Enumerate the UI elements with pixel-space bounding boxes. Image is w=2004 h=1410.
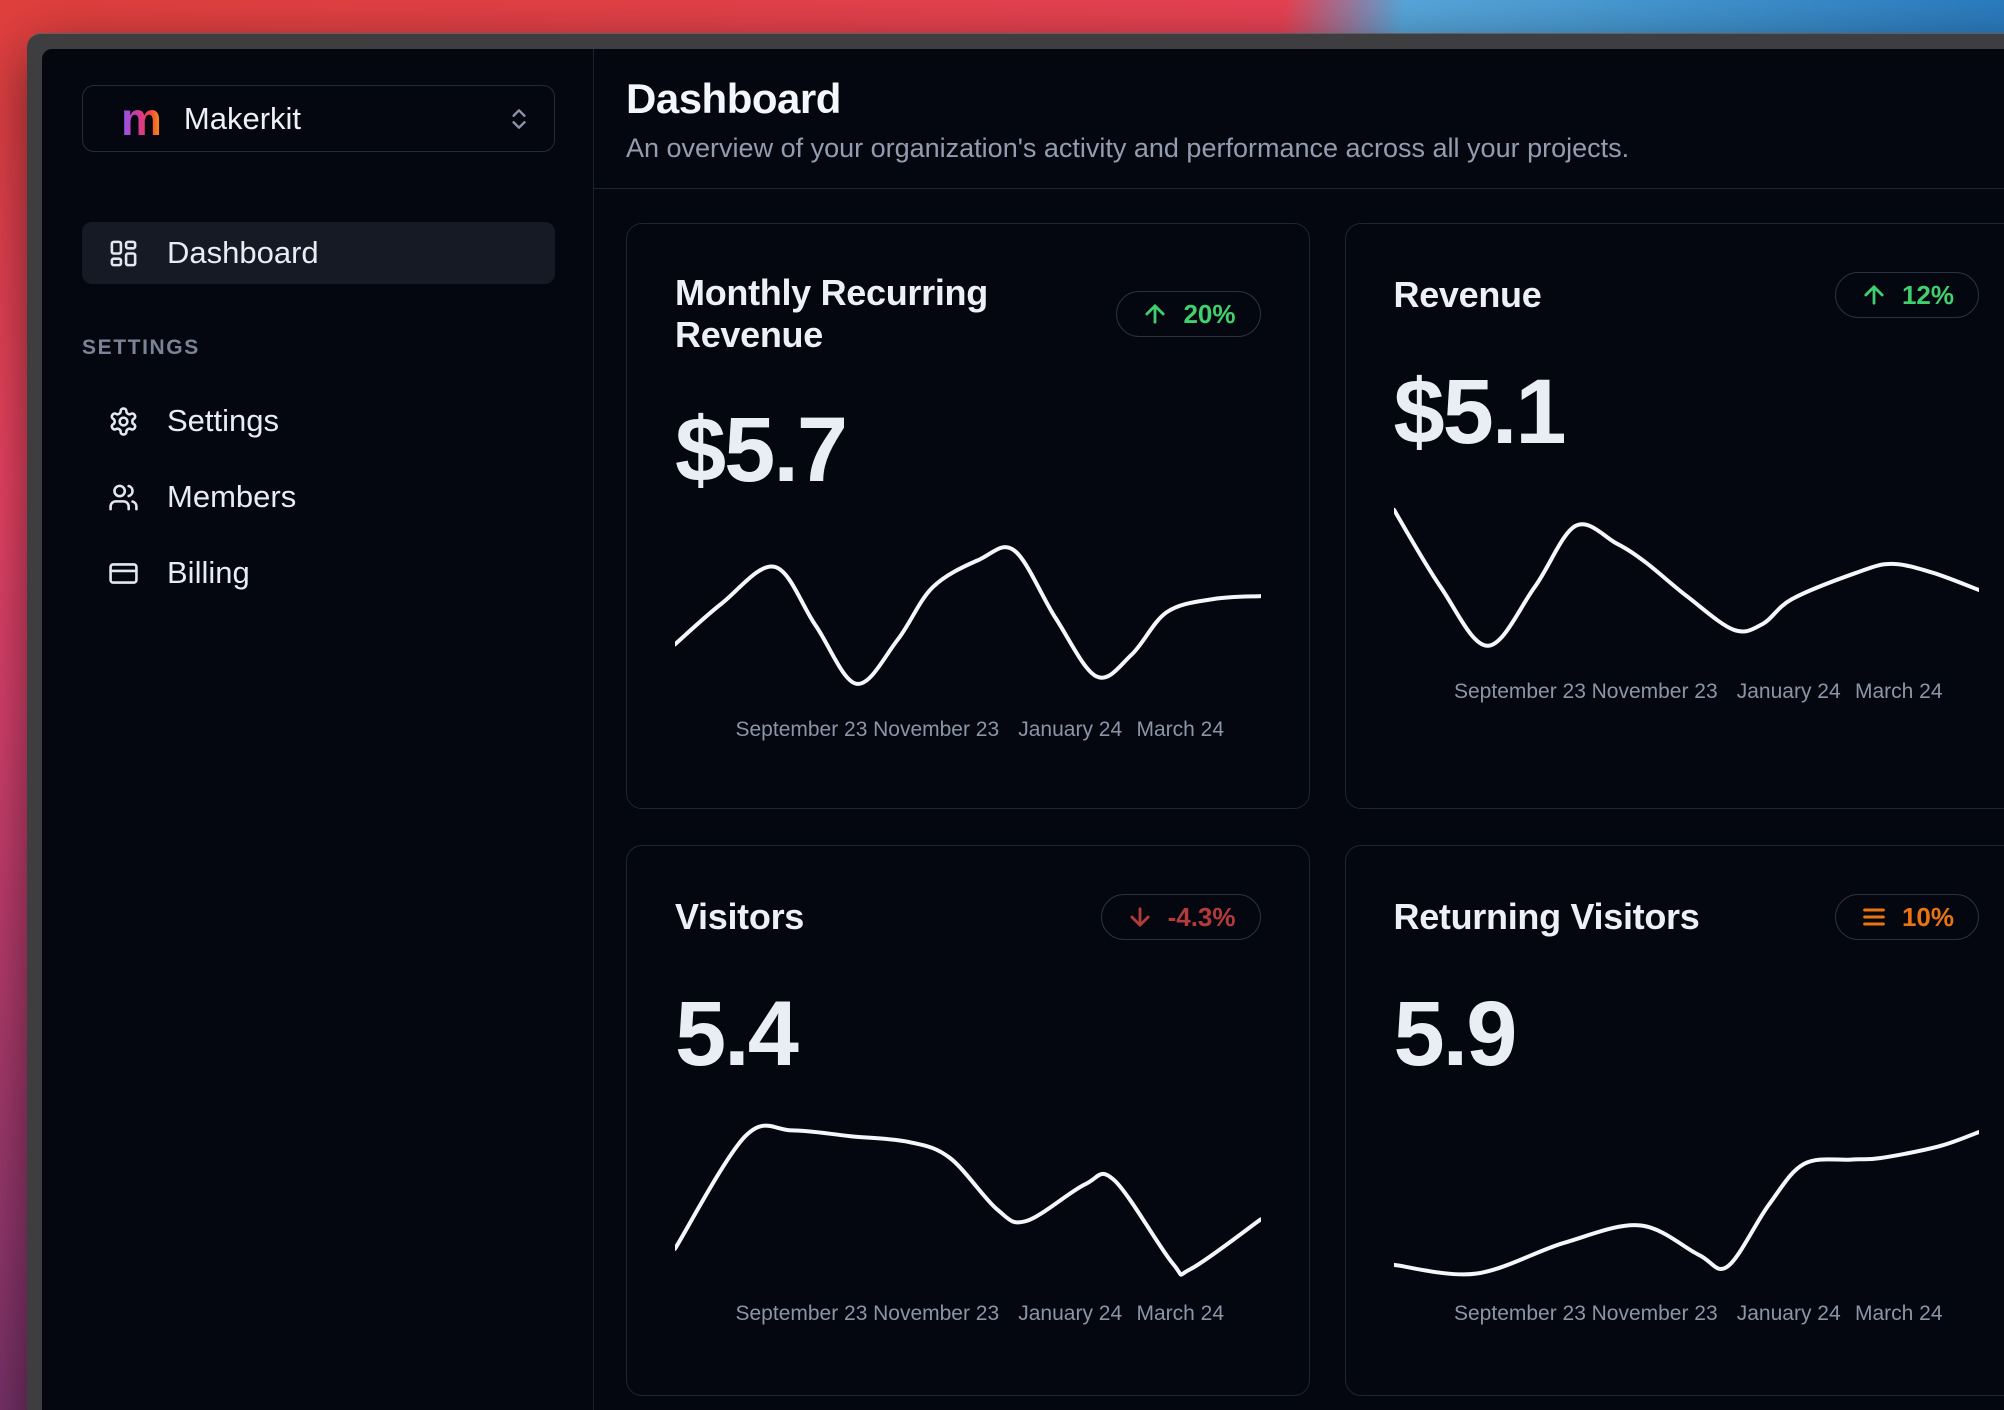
x-axis-label: November 23	[1591, 1302, 1718, 1325]
page-subtitle: An overview of your organization's activ…	[626, 133, 1630, 163]
x-axis-label: September 23	[1453, 680, 1586, 703]
card-header: Revenue 12%	[1393, 272, 1979, 318]
metric-card: Monthly Recurring Revenue 20% $5.7 Septe…	[626, 223, 1310, 809]
layout-dashboard-icon	[108, 238, 139, 269]
card-header: Visitors -4.3%	[675, 894, 1261, 940]
x-axis-label: January 24	[1018, 1302, 1123, 1325]
sidebar-item-dashboard[interactable]: Dashboard	[82, 222, 555, 284]
metric-card: Visitors -4.3% 5.4 September 23 November …	[626, 845, 1310, 1396]
sidebar: m Makerkit	[42, 49, 594, 1410]
x-axis-label: November 23	[1591, 680, 1718, 703]
team-selector[interactable]: m Makerkit	[82, 85, 555, 152]
trend-value: 10%	[1901, 901, 1954, 932]
metric-card: Revenue 12% $5.1 September 23 November 23…	[1344, 223, 2004, 809]
main-content: Dashboard An overview of your organizati…	[594, 49, 2004, 1410]
metric-value: $5.7	[675, 399, 848, 501]
x-axis-label: January 24	[1736, 680, 1841, 703]
x-axis-label: September 23	[735, 718, 868, 741]
chart-x-axis: September 23 November 23 January 24 March 2…	[1394, 1302, 1980, 1330]
x-axis-label: March 24	[1136, 718, 1225, 741]
arrow-down-icon	[1126, 903, 1154, 931]
header-divider	[594, 188, 2004, 189]
x-axis-label: September 23	[1453, 1302, 1586, 1325]
trend-badge: 20%	[1116, 291, 1261, 337]
sidebar-item-label: Members	[167, 479, 297, 514]
users-icon	[108, 482, 139, 513]
sidebar-item-members[interactable]: Members	[82, 466, 555, 528]
sidebar-item-billing[interactable]: Billing	[82, 542, 555, 604]
sparkline-chart	[1394, 1116, 1980, 1288]
sidebar-item-label: Dashboard	[167, 235, 319, 270]
x-axis-label: November 23	[873, 1302, 1000, 1325]
team-name: Makerkit	[183, 100, 302, 136]
arrow-up-icon	[1860, 281, 1888, 309]
settings-nav: Settings Members	[82, 390, 555, 604]
x-axis-label: November 23	[873, 718, 1000, 741]
metric-cards-grid: Monthly Recurring Revenue 20% $5.7 Septe…	[594, 189, 2004, 1396]
credit-card-icon	[108, 558, 139, 589]
sparkline-chart	[1394, 494, 1980, 666]
x-axis-label: January 24	[1736, 1302, 1841, 1325]
page-header: Dashboard An overview of your organizati…	[594, 49, 2004, 164]
x-axis-label: March 24	[1136, 1302, 1225, 1325]
metric-card: Returning Visitors 10% 5.9 September 23 N…	[1344, 845, 2004, 1396]
chart-x-axis: September 23 November 23 January 24 March 2…	[675, 1302, 1261, 1330]
trend-value: 12%	[1901, 279, 1954, 310]
metric-value: 5.4	[675, 983, 799, 1085]
sparkline-chart	[675, 1116, 1261, 1288]
gear-icon	[108, 406, 139, 437]
trend-badge: 10%	[1834, 894, 1979, 940]
card-title: Visitors	[675, 896, 804, 937]
sidebar-section-label: SETTINGS	[82, 336, 200, 359]
card-header: Monthly Recurring Revenue 20%	[675, 272, 1261, 356]
card-title: Revenue	[1393, 274, 1542, 315]
chevrons-up-down-icon	[506, 106, 532, 132]
metric-value: 5.9	[1393, 983, 1518, 1085]
card-title: Monthly Recurring Revenue	[675, 272, 988, 355]
trend-badge: -4.3%	[1100, 894, 1261, 940]
x-axis-label: March 24	[1855, 680, 1943, 703]
chart-x-axis: September 23 November 23 January 24 March 2…	[675, 718, 1261, 746]
card-header: Returning Visitors 10%	[1393, 894, 1979, 940]
sidebar-item-settings[interactable]: Settings	[82, 390, 555, 452]
x-axis-label: March 24	[1855, 1302, 1943, 1325]
app-content: m Makerkit	[42, 49, 2004, 1410]
sidebar-item-label: Billing	[167, 555, 250, 590]
sidebar-item-label: Settings	[167, 403, 280, 438]
primary-nav: Dashboard	[82, 222, 555, 284]
x-axis-label: January 24	[1018, 718, 1123, 741]
trend-badge: 12%	[1834, 272, 1979, 318]
card-title: Returning Visitors	[1393, 896, 1700, 937]
sparkline-chart	[675, 532, 1261, 704]
x-axis-label: September 23	[735, 1302, 868, 1325]
trend-value: -4.3%	[1167, 901, 1236, 932]
trend-value: 20%	[1183, 298, 1236, 329]
page-title: Dashboard	[626, 75, 841, 122]
app-window: m Makerkit	[27, 33, 2004, 1410]
makerkit-logo: m	[121, 92, 162, 145]
menu-icon	[1860, 903, 1888, 931]
metric-value: $5.1	[1393, 361, 1567, 463]
arrow-up-icon	[1141, 300, 1169, 328]
chart-x-axis: September 23 November 23 January 24 March 2…	[1394, 680, 1980, 708]
